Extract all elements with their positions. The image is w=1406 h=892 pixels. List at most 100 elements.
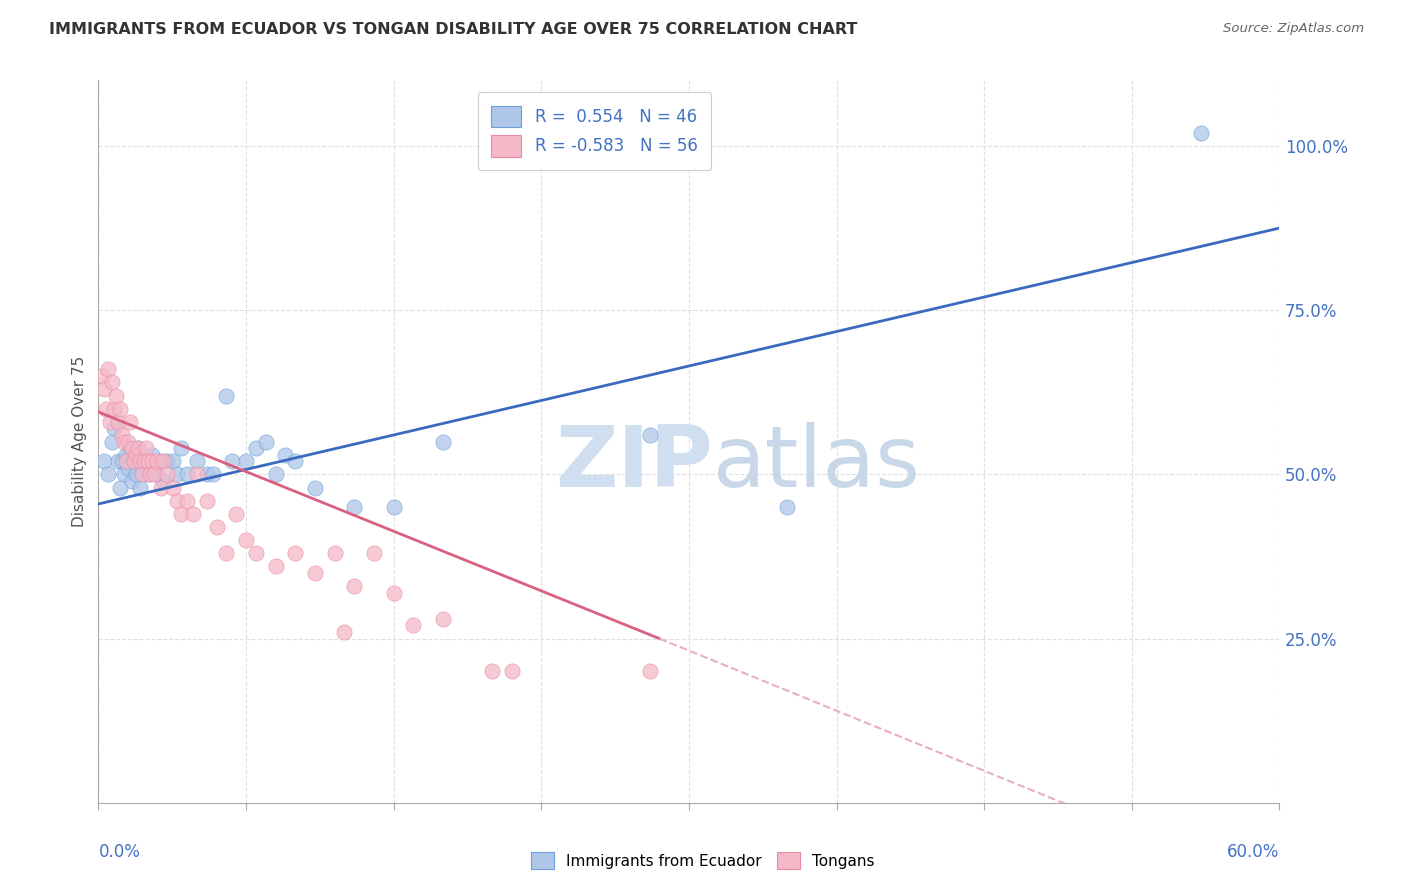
Point xyxy=(481,665,503,679)
Text: Source: ZipAtlas.com: Source: ZipAtlas.com xyxy=(1223,22,1364,36)
Text: IMMIGRANTS FROM ECUADOR VS TONGAN DISABILITY AGE OVER 75 CORRELATION CHART: IMMIGRANTS FROM ECUADOR VS TONGAN DISABI… xyxy=(49,22,858,37)
Text: ZIP: ZIP xyxy=(555,422,713,505)
Point xyxy=(382,500,405,515)
Point xyxy=(108,401,131,416)
Point xyxy=(156,454,179,468)
Point xyxy=(284,546,307,560)
Point xyxy=(117,460,139,475)
Point xyxy=(138,467,160,482)
Point xyxy=(108,481,131,495)
Point xyxy=(245,546,267,560)
Point xyxy=(117,434,139,449)
Point xyxy=(166,467,188,482)
Point xyxy=(96,401,118,416)
Point xyxy=(304,481,326,495)
Point xyxy=(638,428,661,442)
Point xyxy=(274,448,297,462)
Point xyxy=(132,454,155,468)
Point xyxy=(118,415,141,429)
Point xyxy=(225,507,247,521)
Point xyxy=(166,493,188,508)
Point xyxy=(101,376,124,390)
Point xyxy=(176,467,198,482)
Point xyxy=(97,467,120,482)
Point xyxy=(254,434,277,449)
Point xyxy=(122,454,145,468)
Point xyxy=(103,421,125,435)
Point xyxy=(107,454,129,468)
Text: 60.0%: 60.0% xyxy=(1227,843,1279,861)
Point xyxy=(141,448,163,462)
Point xyxy=(115,454,138,468)
Point xyxy=(176,493,198,508)
Point xyxy=(264,467,287,482)
Point xyxy=(245,441,267,455)
Point xyxy=(215,388,238,402)
Point xyxy=(132,454,155,468)
Point xyxy=(264,559,287,574)
Point xyxy=(127,441,149,455)
Point xyxy=(112,434,135,449)
Point xyxy=(107,415,129,429)
Point xyxy=(91,368,114,383)
Point xyxy=(135,441,157,455)
Point xyxy=(501,665,523,679)
Point xyxy=(131,467,153,482)
Point xyxy=(150,481,173,495)
Point xyxy=(186,454,208,468)
Point xyxy=(205,520,228,534)
Point xyxy=(170,441,193,455)
Legend: Immigrants from Ecuador, Tongans: Immigrants from Ecuador, Tongans xyxy=(524,846,882,875)
Point xyxy=(195,493,218,508)
Point xyxy=(638,665,661,679)
Point xyxy=(152,474,174,488)
Point xyxy=(776,500,799,515)
Point xyxy=(343,579,366,593)
Point xyxy=(136,454,159,468)
Legend: R =  0.554   N = 46, R = -0.583   N = 56: R = 0.554 N = 46, R = -0.583 N = 56 xyxy=(478,92,711,170)
Point xyxy=(142,467,165,482)
Point xyxy=(156,467,179,482)
Point xyxy=(93,382,115,396)
Y-axis label: Disability Age Over 75: Disability Age Over 75 xyxy=(72,356,87,527)
Point xyxy=(363,546,385,560)
Point xyxy=(235,454,257,468)
Point xyxy=(186,467,208,482)
Point xyxy=(131,460,153,475)
Point xyxy=(115,448,138,462)
Point xyxy=(97,362,120,376)
Point xyxy=(118,441,141,455)
Point xyxy=(343,500,366,515)
Point xyxy=(128,481,150,495)
Point xyxy=(181,507,204,521)
Point xyxy=(112,467,135,482)
Point xyxy=(98,415,121,429)
Point xyxy=(402,618,425,632)
Point xyxy=(111,454,134,468)
Point xyxy=(152,454,174,468)
Point xyxy=(382,585,405,599)
Point xyxy=(125,467,148,482)
Point xyxy=(323,546,346,560)
Point xyxy=(103,401,125,416)
Point xyxy=(432,434,454,449)
Point xyxy=(125,448,148,462)
Point xyxy=(201,467,224,482)
Point xyxy=(170,507,193,521)
Point xyxy=(195,467,218,482)
Point xyxy=(146,467,169,482)
Point xyxy=(215,546,238,560)
Text: 0.0%: 0.0% xyxy=(98,843,141,861)
Point xyxy=(111,428,134,442)
Point xyxy=(105,388,128,402)
Point xyxy=(162,481,184,495)
Point xyxy=(146,454,169,468)
Point xyxy=(304,566,326,580)
Point xyxy=(150,454,173,468)
Point xyxy=(221,454,243,468)
Point xyxy=(432,612,454,626)
Point xyxy=(121,441,143,455)
Point xyxy=(122,454,145,468)
Point xyxy=(101,434,124,449)
Point xyxy=(141,454,163,468)
